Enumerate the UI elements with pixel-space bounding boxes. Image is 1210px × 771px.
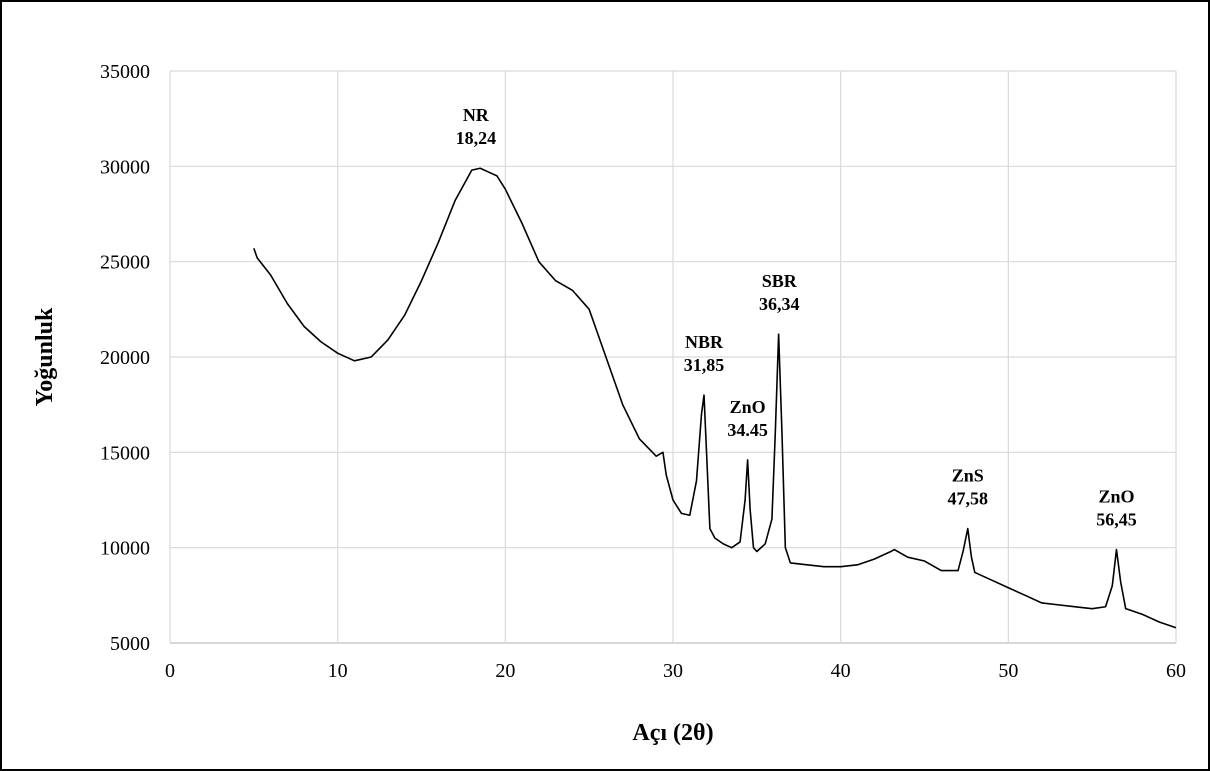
annotation-value: 56,45 bbox=[1096, 510, 1137, 530]
y-tick-label: 35000 bbox=[100, 61, 150, 83]
annotation-label: NBR bbox=[685, 332, 724, 352]
annotation-value: 36,34 bbox=[759, 294, 800, 314]
data-line bbox=[253, 167, 1177, 629]
y-axis-label: Yoğunluk bbox=[32, 307, 58, 406]
annotation-value: 31,85 bbox=[684, 355, 725, 375]
x-tick-label: 0 bbox=[165, 660, 175, 682]
x-tick-label: 30 bbox=[663, 660, 683, 682]
y-tick-label: 25000 bbox=[100, 252, 150, 274]
y-tick-label: 10000 bbox=[100, 538, 150, 560]
x-tick-label: 40 bbox=[831, 660, 851, 682]
annotation-label: SBR bbox=[762, 271, 798, 291]
x-tick-label: 10 bbox=[328, 660, 348, 682]
x-tick-label: 60 bbox=[1166, 660, 1186, 682]
annotation-label: ZnS bbox=[952, 466, 984, 486]
x-tick-label: 50 bbox=[998, 660, 1018, 682]
annotation-label: ZnO bbox=[730, 397, 766, 417]
x-axis-label: Açı (2θ) bbox=[632, 720, 713, 746]
annotation-value: 34.45 bbox=[727, 420, 768, 440]
annotation-value: 18,24 bbox=[456, 128, 497, 148]
y-tick-label: 5000 bbox=[110, 633, 150, 655]
annotation-label: ZnO bbox=[1098, 487, 1134, 507]
annotation-label: NR bbox=[463, 105, 490, 125]
y-tick-label: 30000 bbox=[100, 156, 150, 178]
y-tick-label: 15000 bbox=[100, 442, 150, 464]
x-tick-label: 20 bbox=[495, 660, 515, 682]
y-tick-label: 20000 bbox=[100, 347, 150, 369]
annotation-value: 47,58 bbox=[948, 489, 989, 509]
